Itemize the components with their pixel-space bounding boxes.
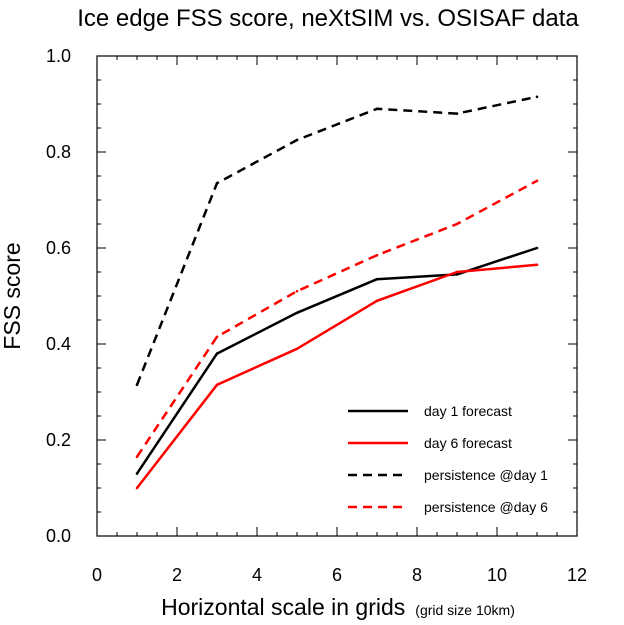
data-point: [455, 270, 459, 274]
x-tick-label: 2: [172, 565, 182, 585]
series-line: [136, 263, 538, 489]
data-point: [375, 253, 379, 257]
x-tick-label: 6: [332, 565, 342, 585]
legend-label: persistence @day 6: [424, 499, 548, 515]
data-point: [455, 273, 459, 276]
data-point: [215, 335, 219, 339]
data-point: [295, 289, 299, 293]
data-point: [535, 179, 539, 183]
x-tick-label: 12: [567, 565, 587, 585]
y-tick-label: 0.0: [46, 526, 71, 546]
data-point: [215, 181, 219, 185]
data-point: [375, 277, 379, 281]
legend-label: persistence @day 1: [424, 467, 548, 483]
data-point: [535, 263, 539, 267]
y-tick-label: 0.6: [46, 238, 71, 258]
data-point: [135, 486, 139, 490]
legend-label: day 1 forecast: [424, 403, 512, 419]
x-tick-label: 10: [487, 565, 507, 585]
data-point: [375, 299, 379, 303]
data-point: [375, 107, 379, 111]
data-point: [215, 352, 219, 355]
y-tick-label: 1.0: [46, 46, 71, 66]
y-tick-label: 0.4: [46, 334, 71, 354]
x-tick-label: 8: [412, 565, 422, 585]
data-point: [455, 112, 459, 115]
legend-label: day 6 forecast: [424, 435, 512, 451]
x-axis-label-note: (grid size 10km): [415, 602, 515, 618]
series-line: [135, 95, 538, 386]
data-point: [135, 472, 139, 475]
data-point: [295, 138, 299, 142]
chart-title: Ice edge FSS score, neXtSIM vs. OSISAF d…: [77, 5, 579, 32]
data-point: [135, 383, 139, 387]
data-point: [295, 311, 299, 315]
data-point: [295, 347, 299, 351]
data-point: [455, 222, 459, 226]
y-tick-label: 0.2: [46, 430, 71, 450]
y-axis-label: FSS score: [0, 242, 25, 349]
plot-area: 0 2 4 6 8 10 12 0.0 0.2 0.4 0.6 0.8 1.0 day 1 forecas…: [46, 46, 587, 585]
data-point: [215, 383, 219, 387]
x-tick-label: 0: [92, 565, 102, 585]
series-line: [135, 179, 538, 458]
x-axis-label-group: Horizontal scale in grids (grid size 10km…: [161, 594, 515, 620]
data-point: [535, 95, 539, 99]
x-tick-label: 4: [252, 565, 262, 585]
x-axis-label: Horizontal scale in grids: [161, 594, 405, 620]
y-tick-label: 0.8: [46, 142, 71, 162]
data-point: [135, 455, 139, 459]
data-point: [535, 246, 539, 250]
